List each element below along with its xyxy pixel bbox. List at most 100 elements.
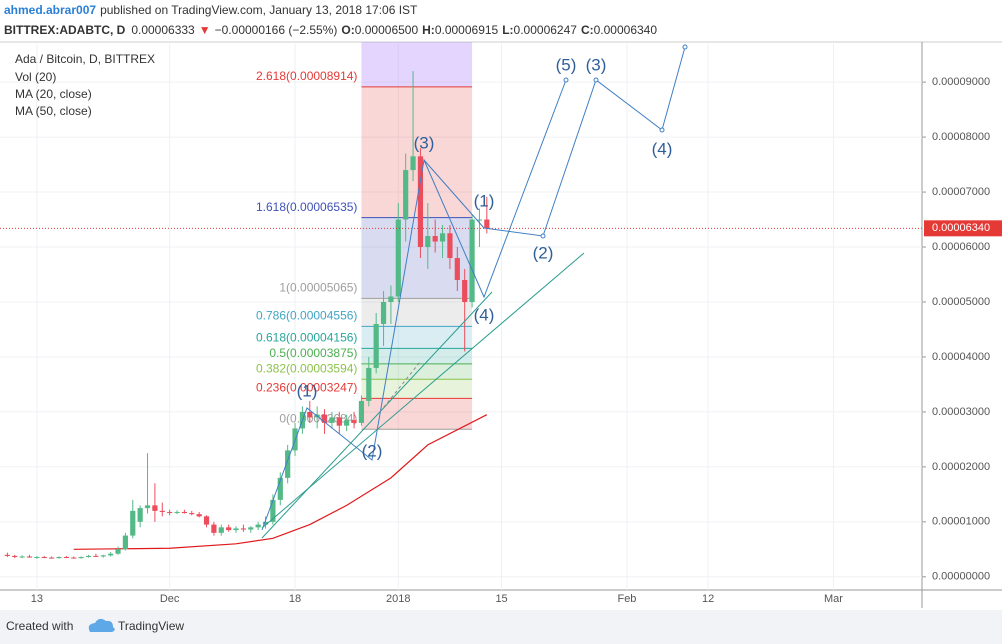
candle-body: [211, 524, 217, 533]
wave-label: (3): [586, 55, 607, 74]
candle-body: [270, 499, 276, 522]
trend-line: [261, 291, 493, 539]
candle-body: [108, 553, 114, 556]
candle-body: [373, 323, 379, 368]
candle-body: [26, 556, 33, 558]
price-tag: [924, 220, 1002, 237]
wave-label: (5): [556, 55, 577, 74]
candle-body: [34, 557, 40, 559]
y-tick-label: 0.00003000: [932, 406, 990, 418]
candle-body: [174, 511, 180, 513]
candle-body: [344, 420, 350, 426]
candle-body: [159, 510, 165, 512]
wave-label: (2): [533, 243, 554, 262]
header-line2: BITTREX:ADABTC, D 0.00006333 ▼ −0.00000166 …: [4, 23, 657, 37]
candle-body: [285, 450, 291, 478]
wave-lines: [261, 44, 688, 539]
candle-body: [85, 555, 92, 558]
candle-body: [454, 258, 460, 280]
footer-brand[interactable]: TradingView: [118, 619, 184, 633]
fib-band: [361, 363, 473, 380]
candle-body: [137, 508, 143, 522]
fib-band: [361, 86, 473, 218]
fib-label: 0.382(0.00003594): [256, 361, 357, 375]
candle-body: [447, 233, 453, 259]
candle-body: [41, 557, 47, 559]
wave-label: (4): [652, 139, 673, 158]
candle-body: [336, 417, 342, 426]
published: published on TradingView.com, January 13…: [100, 3, 418, 17]
y-tick-label: 0.00007000: [932, 186, 990, 198]
candle-body: [49, 557, 55, 559]
candle-body: [4, 554, 10, 556]
symbol: BITTREX:ADABTC, D: [4, 23, 126, 37]
wave-line: [261, 79, 567, 531]
candle-body: [218, 527, 224, 533]
candle-body: [226, 527, 232, 531]
fib-label: 0.5(0.00003875): [269, 346, 357, 360]
candle-body: [432, 236, 438, 242]
fib-label: 0.236(0.00003247): [256, 381, 357, 395]
candle-body: [462, 279, 468, 302]
x-tick-label: 18: [289, 593, 301, 605]
x-tick-label: 12: [702, 593, 714, 605]
candle-body: [100, 555, 106, 557]
open: 0.00006500: [355, 23, 419, 37]
fib-label: 2.618(0.00008914): [256, 69, 357, 83]
x-tick-label: 15: [495, 593, 507, 605]
candle-body: [233, 528, 239, 531]
footer: [0, 610, 1002, 644]
wave-label: (4): [474, 305, 495, 324]
candle-body: [203, 516, 210, 525]
header-line1: ahmed.abrar007 published on TradingView.c…: [4, 3, 418, 17]
wave-label: (2): [362, 441, 383, 460]
low-label: L:: [502, 23, 513, 37]
wave-point: [540, 233, 546, 239]
change-arrow: ▼: [199, 23, 211, 37]
close-label: C:: [581, 23, 594, 37]
candle-body: [255, 524, 261, 528]
candle-body: [122, 535, 128, 550]
candle-body: [321, 414, 328, 423]
candle-body: [189, 513, 195, 515]
candle-body: [196, 514, 202, 517]
price-tag-label: 0.00006340: [932, 222, 990, 234]
candle-body: [403, 170, 409, 220]
legend-ma20: MA (20, close): [15, 87, 92, 101]
legend-symbol: Ada / Bitcoin, D, BITTREX: [15, 52, 155, 66]
fib-label: 1(0.00005065): [279, 281, 357, 295]
legend-ma50: MA (50, close): [15, 104, 92, 118]
wave-point: [659, 127, 665, 133]
x-tick-label: 13: [31, 593, 43, 605]
open-label: O:: [341, 23, 354, 37]
trend-line: [261, 252, 585, 529]
y-tick-label: 0.00000000: [932, 571, 990, 583]
last-price: 0.00006333: [131, 23, 195, 37]
candle-body: [56, 557, 62, 559]
candle-body: [469, 219, 475, 302]
y-tick-label: 0.00006000: [932, 241, 990, 253]
candle-body: [248, 527, 254, 530]
change: −0.00000166 (−2.55%): [215, 23, 338, 37]
fib-band: [361, 217, 473, 299]
y-tick-label: 0.00005000: [932, 296, 990, 308]
fib-label: 1.618(0.00006535): [256, 200, 357, 214]
candle-body: [425, 236, 431, 248]
candle-body: [417, 156, 424, 248]
fib-band: [361, 42, 473, 87]
logo[interactable]: [88, 618, 115, 632]
candle-body: [71, 557, 77, 559]
candle-body: [329, 417, 335, 423]
high: 0.00006915: [435, 23, 499, 37]
author[interactable]: ahmed.abrar007: [4, 3, 96, 17]
candle-body: [366, 367, 372, 401]
wave-point: [593, 77, 599, 83]
candle-body: [351, 420, 357, 423]
x-tick-label: Mar: [824, 593, 843, 605]
candle-body: [439, 233, 446, 242]
fib-band: [361, 298, 473, 327]
x-tick-label: Feb: [617, 593, 636, 605]
wave-point: [563, 77, 569, 83]
candle-body: [277, 477, 283, 500]
